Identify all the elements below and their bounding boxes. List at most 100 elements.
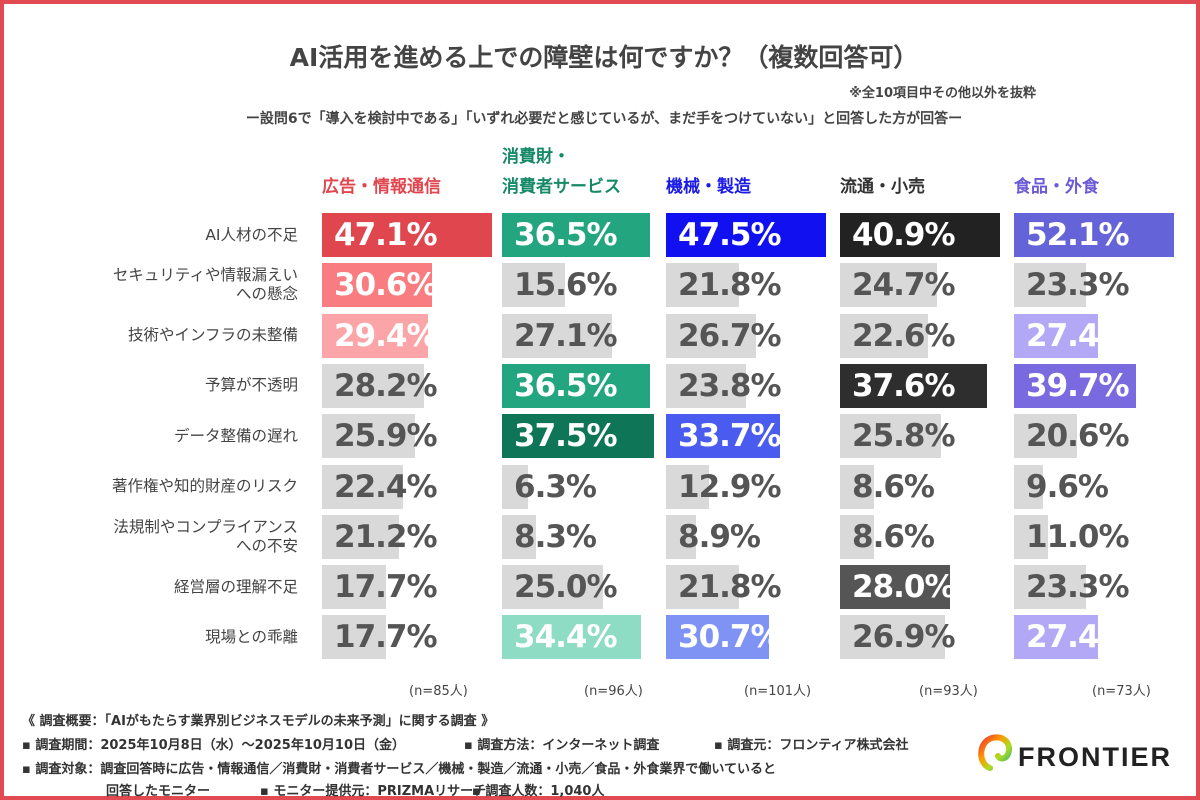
survey-target: ▪ 調査対象：調査回答時に広告・情報通信／消費財・消費者サービス／機械・製造／流…: [22, 762, 776, 777]
category-label: 予算が不透明: [204, 376, 298, 395]
bar-value-label: 21.2%: [334, 518, 438, 555]
bar-value-label: 11.0%: [1026, 518, 1130, 555]
bar-value-label: 21.8%: [678, 267, 782, 304]
bar-value-label: 17.7%: [334, 569, 438, 606]
bar: [502, 615, 642, 660]
bar: [322, 565, 386, 610]
bar: [666, 615, 770, 660]
bar: [1014, 213, 1174, 257]
bar-value-label: 39.7%: [1026, 367, 1130, 404]
bar: [666, 263, 740, 308]
bar-value-label: 12.9%: [678, 468, 782, 505]
bar: [840, 263, 937, 308]
bar: [322, 464, 403, 509]
category-label: AI人材の不足: [205, 225, 298, 244]
category-label: セキュリティや情報漏えい への懸念: [112, 266, 298, 304]
bar: [840, 414, 941, 459]
bar-value-label: 21.8%: [678, 569, 782, 606]
chart-title: AI活用を進める上での障壁は何ですか？（複数回答可）: [289, 43, 919, 72]
bar: [840, 615, 946, 660]
bar: [322, 263, 433, 308]
bar: [502, 565, 604, 610]
survey-count: ▪ 調査人数：1,040人: [472, 784, 605, 799]
bar: [840, 363, 988, 408]
sample-size: (n=85人): [409, 684, 468, 699]
svg-text:FRONTIER: FRONTIER: [1018, 742, 1172, 772]
bar: [322, 615, 386, 660]
bar: [502, 464, 528, 509]
category-label: 現場との乖離: [205, 627, 298, 646]
series-header: 流通・小売: [840, 177, 925, 197]
logo-mark-icon: FRONTIER: [978, 734, 1172, 772]
bar-value-label: 36.5%: [514, 217, 618, 253]
bar-value-label: 28.0%: [852, 569, 956, 606]
bar-value-label: 27.4%: [1026, 317, 1130, 354]
bar-value-label: 26.7%: [678, 317, 782, 354]
bar: [502, 313, 612, 358]
bar-value-label: 34.4%: [514, 619, 618, 656]
survey-source: ▪ 調査元：フロンティア株式会社: [714, 738, 909, 753]
frontier-logo: FRONTIER: [976, 730, 1192, 776]
bar-value-label: 24.7%: [852, 267, 956, 304]
bar: [666, 363, 747, 408]
bar-value-label: 25.9%: [334, 418, 438, 455]
bar-value-label: 20.6%: [1026, 418, 1130, 455]
bar-value-label: 8.9%: [678, 518, 761, 555]
bar-value-label: 25.0%: [514, 569, 618, 606]
bar-value-label: 27.4%: [1026, 619, 1130, 656]
bar: [1014, 615, 1099, 660]
chart-note: ※全10項目中その他以外を抜粋: [849, 86, 1036, 101]
bar: [1014, 464, 1044, 509]
bar-value-label: 40.9%: [852, 217, 956, 253]
bar: [322, 213, 492, 257]
bar: [666, 313, 756, 358]
category-label: 著作権や知的財産のリスク: [111, 477, 298, 495]
bar-value-label: 28.2%: [334, 367, 438, 404]
bar-value-label: 25.8%: [852, 418, 956, 455]
bar: [322, 414, 416, 459]
bar: [840, 464, 874, 509]
bar-value-label: 47.5%: [678, 217, 782, 253]
sample-size: (n=101人): [744, 684, 812, 699]
bar-value-label: 33.7%: [678, 418, 782, 455]
bar-value-label: 26.9%: [852, 619, 956, 656]
category-label: 経営層の理解不足: [173, 577, 298, 596]
bar-value-label: 8.6%: [852, 518, 935, 555]
bar: [840, 514, 874, 559]
series-header: 広告・情報通信: [322, 177, 441, 197]
bar-value-label: 8.6%: [852, 468, 935, 505]
chart-subtitle: ー設問6で「導入を検討中である」「いずれ必要だと感じているが、まだ手をつけていな…: [245, 111, 963, 127]
bar: [1014, 514, 1048, 559]
bar: [1014, 313, 1099, 358]
bar: [322, 514, 399, 559]
bar-value-label: 15.6%: [514, 267, 618, 304]
bar: [322, 363, 424, 408]
bar: [1014, 363, 1136, 408]
bar: [322, 313, 429, 358]
bar: [502, 514, 536, 559]
bar: [1014, 414, 1078, 459]
sample-size: (n=73人): [1092, 684, 1151, 699]
bar: [1014, 565, 1086, 610]
bar: [666, 464, 710, 509]
bar-value-label: 23.3%: [1026, 569, 1130, 606]
survey-provider: ▪ モニター提供元：PRIZMAリサーチ: [260, 784, 487, 799]
bar: [840, 313, 929, 358]
bar: [666, 213, 826, 257]
category-label: 技術やインフラの未整備: [127, 326, 298, 345]
series-header: 消費財・ 消費者サービス: [502, 147, 621, 197]
bar-value-label: 6.3%: [514, 468, 597, 505]
survey-target-cont: 回答したモニター: [106, 784, 211, 799]
bar: [502, 363, 650, 408]
bar-value-label: 17.7%: [334, 619, 438, 656]
bar-value-label: 52.1%: [1026, 217, 1130, 253]
bar-value-label: 8.3%: [514, 518, 597, 555]
bar-value-label: 30.7%: [678, 619, 782, 656]
bar: [502, 263, 566, 308]
bar: [1014, 263, 1086, 308]
survey-title: 《 調査概要：「AIがもたらす業界別ビジネスモデルの未来予測」に関する調査 》: [22, 714, 495, 729]
bar: [840, 213, 1000, 257]
bar-value-label: 23.8%: [678, 367, 782, 404]
bar-value-label: 36.5%: [514, 367, 618, 404]
bar: [840, 565, 950, 610]
